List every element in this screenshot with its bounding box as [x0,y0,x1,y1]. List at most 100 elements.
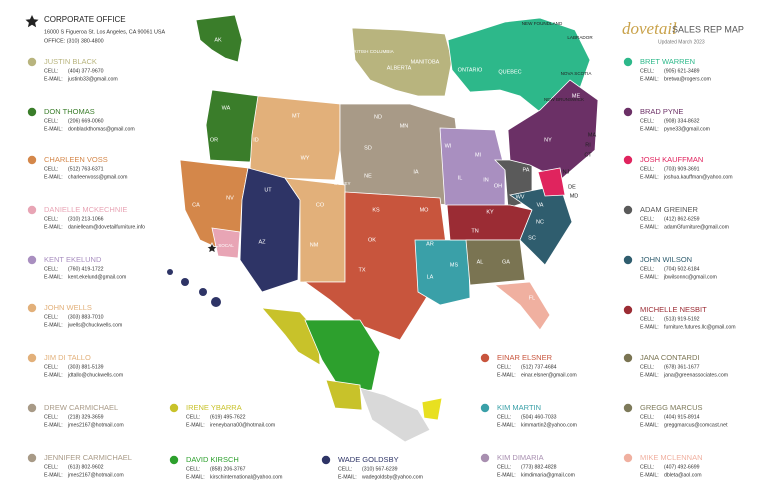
email-label: E-MAIL: [44,224,63,230]
rep-cell: (310) 567-6239 [362,466,398,472]
email-label: E-MAIL: [640,324,659,330]
region-baja [261,307,321,366]
map-label: NEW BRUNSWICK [544,97,585,102]
rep-email: furniture.futures.llc@gmail.com [664,324,736,330]
cell-label: CELL: [640,118,654,124]
cell-label: CELL: [44,464,58,470]
cell-label: CELL: [44,166,58,172]
rep-cell: (619) 495-7622 [210,414,246,420]
map-label: AZ [258,239,266,245]
rep-name: MICHELLE NESBIT [640,305,707,314]
rep-name: DAVID KIRSCH [186,455,239,464]
rep-email: wadegoldsby@yahoo.com [362,474,423,480]
map-label: NE [364,173,372,179]
cell-label: CELL: [44,414,58,420]
map-label: MA [588,132,597,138]
rep-name: GREGG MARCUS [640,403,703,412]
cell-label: CELL: [640,414,654,420]
rep-email: jana@greenassociates.com [663,372,728,378]
region-hawaii [199,288,207,296]
region-midwest-east [439,127,506,216]
email-label: E-MAIL: [44,322,63,328]
map-label: WI [445,143,452,149]
map-label: VA [537,202,544,208]
email-label: E-MAIL: [44,274,63,280]
rep-cell: (908) 334-8632 [664,118,700,124]
cell-label: CELL: [640,266,654,272]
rep-email: jmes2167@hotmail.com [67,472,124,478]
map-label: LA [427,274,434,280]
rep-name: KIM DIMARIA [497,453,544,462]
map-label: CT [584,152,592,158]
rep-cell: (504) 460-7033 [521,414,557,420]
map-label: QUEBEC [498,69,521,75]
map-label: OR [210,137,218,143]
email-label: E-MAIL: [44,174,63,180]
map-label: GA [502,259,510,265]
email-label: E-MAIL: [497,422,516,428]
cell-label: CELL: [497,464,511,470]
rep-cell: (407) 492-6699 [664,464,700,470]
rep-name: JOHN WELLS [44,303,92,312]
cell-label: CELL: [44,118,58,124]
rep-color-dot [27,255,37,265]
corporate-address: 16000 S Figueroa St. Los Angeles, CA 900… [44,29,165,35]
region-southeast [465,239,526,286]
map-label: ID [253,137,259,143]
region-mid-atlantic [537,167,566,197]
rep-color-dot [27,303,37,313]
rep-cell: (303) 883-7010 [68,314,104,320]
rep-color-dot [169,403,179,413]
map-label: SC [528,235,536,241]
map-label: ND [374,114,382,120]
map-label: UT [264,187,272,193]
region-canada-west [351,27,453,97]
rep-cell: (858) 206-3767 [210,466,246,472]
rep-color-dot [623,155,633,165]
map-label: AL [477,259,484,265]
map-label: AR [426,241,434,247]
rep-cell: (513) 919-5192 [664,316,700,322]
rep-cell: (512) 737-4684 [521,364,557,370]
rep-name: WADE GOLDSBY [338,455,399,464]
map-label: OH [494,183,502,189]
rep-name: BRAD PYNE [640,107,683,116]
rep-color-dot [623,205,633,215]
header-updated: Updated March 2023 [658,39,705,45]
rep-color-dot [27,155,37,165]
rep-color-dot [623,107,633,117]
map-label: TN [471,228,478,234]
map-label: WV [516,194,525,200]
rep-email: kent.ekelund@gmail.com [68,274,126,280]
cell-label: CELL: [497,414,511,420]
map-label: NY [544,137,552,143]
cell-label: CELL: [44,314,58,320]
email-label: E-MAIL: [640,274,659,280]
region-northwest [205,89,259,163]
rep-email: jbwilsonnc@gmail.com [663,274,717,280]
map-label: NC [536,219,544,225]
corporate-star-icon [25,15,39,28]
rep-cell: (760) 419-1722 [68,266,104,272]
map [167,14,599,443]
header-title: SALES REP MAP [672,24,744,34]
email-label: E-MAIL: [640,422,659,428]
rep-email: kimdimaria@gmail.com [521,472,575,478]
corporate-phone: OFFICE: (310) 380-4800 [44,38,104,44]
map-label: NJ [563,169,570,175]
map-label: ME [572,93,581,99]
rep-color-dot [623,453,633,463]
rep-name: ADAM GREINER [640,205,699,214]
cell-label: CELL: [497,364,511,370]
map-label: WY [301,155,310,161]
map-label: KY [486,209,494,215]
rep-cell: (613) 802-9602 [68,464,104,470]
rep-email: bretwa@rogers.com [664,76,711,82]
region-hawaii [181,278,189,286]
rep-name: DANIELLE MCKECHNIE [44,205,127,214]
map-label: DE [568,184,576,190]
rep-email: jdtallo@chuckwells.com [67,372,123,378]
map-label: MO [420,207,430,213]
rep-color-dot [27,107,37,117]
